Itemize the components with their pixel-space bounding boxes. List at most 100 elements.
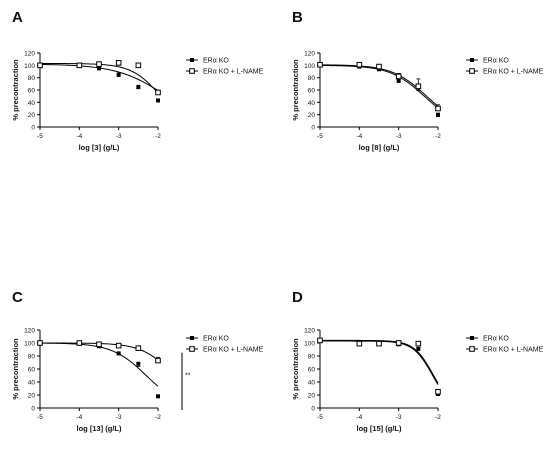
- y-tick-label: 20: [308, 112, 316, 119]
- legend-label: ERα KO + L-NAME: [483, 69, 544, 76]
- fit-curve: [320, 339, 439, 384]
- data-point-filled: [396, 78, 401, 83]
- series-erko-lname: [317, 61, 441, 112]
- data-point-filled: [156, 98, 160, 103]
- panel-label: D: [292, 289, 303, 306]
- y-tick-label: 120: [304, 328, 315, 335]
- data-point-open: [115, 60, 122, 66]
- x-tick-label: -4: [356, 414, 362, 421]
- x-tick-label: -5: [37, 414, 43, 421]
- series-erko: [38, 341, 160, 399]
- legend-marker-filled: [470, 58, 474, 62]
- legend-marker-open: [469, 68, 475, 74]
- data-point-open: [115, 342, 122, 349]
- series-erko-lname: [37, 340, 161, 364]
- x-axis-label: log [13] (g/L): [77, 424, 122, 433]
- data-point-open: [76, 62, 83, 69]
- legend-label: ERα KO: [203, 58, 229, 65]
- y-tick-label: 20: [308, 393, 316, 400]
- data-point-open: [135, 62, 142, 69]
- y-tick-label: 80: [308, 75, 316, 82]
- x-tick-label: -5: [317, 133, 323, 140]
- data-point-filled: [136, 84, 141, 89]
- y-axis-label: % precontraction: [11, 338, 20, 400]
- legend-marker-open: [469, 346, 475, 352]
- data-point-filled: [436, 112, 440, 117]
- x-axis-label: log [8] (g/L): [359, 143, 400, 152]
- significance-label: **: [185, 372, 191, 379]
- data-point-open: [96, 341, 102, 348]
- data-point-filled: [97, 66, 101, 71]
- data-point-open: [155, 357, 161, 364]
- data-point-filled: [116, 351, 121, 356]
- y-tick-label: 100: [304, 63, 315, 70]
- legend-label: ERα KO + L-NAME: [483, 347, 544, 354]
- y-tick-label: 80: [28, 354, 36, 361]
- y-tick-label: 40: [28, 100, 36, 107]
- series-erko: [318, 338, 440, 397]
- x-tick-label: -5: [317, 414, 323, 421]
- data-point-open: [317, 61, 323, 68]
- legend-marker-open: [189, 346, 195, 352]
- x-tick-label: -3: [116, 133, 122, 140]
- panel-label: C: [12, 289, 23, 306]
- series-erko-lname: [317, 337, 441, 395]
- y-tick-label: 80: [308, 354, 316, 361]
- y-tick-label: 60: [28, 88, 36, 95]
- chart-panel-c: C 0 20 40 60 80 100 120 -5 -4 -3 -2 log [13] (g/L) % …: [11, 289, 264, 433]
- x-tick-label: -4: [356, 133, 362, 140]
- x-tick-label: -3: [116, 414, 122, 421]
- data-point-filled: [116, 72, 121, 77]
- y-tick-label: 120: [304, 51, 315, 58]
- y-axis-label: % precontraction: [11, 59, 20, 121]
- x-axis-label: log [15] (g/L): [357, 424, 402, 433]
- x-tick-label: -4: [76, 414, 82, 421]
- chart-panel-a: A 0 20 40 60 80 100 120 -5 -4 -3 -2 log [3] (g/L) % p…: [11, 9, 264, 152]
- legend-label: ERα KO + L-NAME: [203, 347, 264, 354]
- series-erko-lname: [37, 60, 161, 96]
- data-point-filled: [136, 361, 141, 366]
- y-tick-label: 80: [28, 75, 36, 82]
- legend-marker-filled: [190, 336, 194, 340]
- y-tick-label: 40: [308, 100, 316, 107]
- data-point-open: [376, 63, 382, 70]
- data-point-open: [435, 388, 441, 395]
- data-point-open: [37, 62, 43, 69]
- x-tick-label: -2: [155, 133, 161, 140]
- y-tick-label: 120: [24, 51, 35, 58]
- data-point-open: [415, 340, 422, 347]
- data-point-open: [356, 61, 363, 68]
- x-tick-label: -4: [76, 133, 82, 140]
- y-tick-label: 0: [311, 406, 315, 413]
- data-point-open: [356, 340, 363, 347]
- chart-panel-b: B 0 20 40 60 80 100 120 -5 -4 -3 -2 log [8] (g/L) % p…: [291, 9, 544, 152]
- y-tick-label: 0: [311, 125, 315, 132]
- legend-marker-open: [189, 68, 195, 74]
- y-axis-label: % precontraction: [291, 59, 300, 121]
- y-tick-label: 0: [31, 125, 35, 132]
- y-tick-label: 100: [24, 63, 35, 70]
- y-tick-label: 60: [308, 367, 316, 374]
- y-tick-label: 40: [28, 380, 36, 387]
- data-point-open: [37, 340, 43, 346]
- y-tick-label: 100: [24, 341, 35, 348]
- data-point-open: [317, 337, 323, 344]
- y-tick-label: 0: [31, 406, 35, 413]
- panel-label: A: [12, 9, 23, 26]
- y-axis-label: % precontraction: [291, 338, 300, 400]
- data-point-open: [435, 105, 441, 112]
- x-tick-label: -3: [396, 133, 402, 140]
- x-tick-label: -5: [37, 133, 43, 140]
- y-tick-label: 40: [308, 380, 316, 387]
- data-point-open: [76, 340, 83, 346]
- y-tick-label: 120: [24, 328, 35, 335]
- data-point-open: [155, 89, 161, 96]
- chart-panel-d: D 0 20 40 60 80 100 120 -5 -4 -3 -2 log [15] (g/L) % …: [291, 289, 544, 433]
- x-axis-label: log [3] (g/L): [79, 143, 120, 152]
- data-point-open: [376, 340, 382, 347]
- panel-label: B: [292, 9, 303, 26]
- x-tick-label: -3: [396, 414, 402, 421]
- y-tick-label: 20: [28, 112, 36, 119]
- y-tick-label: 100: [304, 341, 315, 348]
